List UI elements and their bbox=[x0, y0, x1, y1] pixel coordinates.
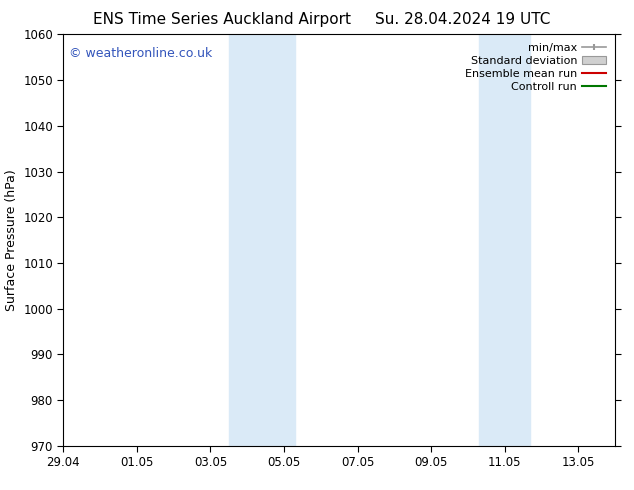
Text: ENS Time Series Auckland Airport: ENS Time Series Auckland Airport bbox=[93, 12, 351, 27]
Bar bbox=[229, 34, 295, 446]
Text: © weatheronline.co.uk: © weatheronline.co.uk bbox=[69, 47, 212, 60]
Text: Su. 28.04.2024 19 UTC: Su. 28.04.2024 19 UTC bbox=[375, 12, 550, 27]
Y-axis label: Surface Pressure (hPa): Surface Pressure (hPa) bbox=[4, 169, 18, 311]
Legend: min/max, Standard deviation, Ensemble mean run, Controll run: min/max, Standard deviation, Ensemble me… bbox=[462, 40, 609, 95]
Bar bbox=[479, 34, 531, 446]
